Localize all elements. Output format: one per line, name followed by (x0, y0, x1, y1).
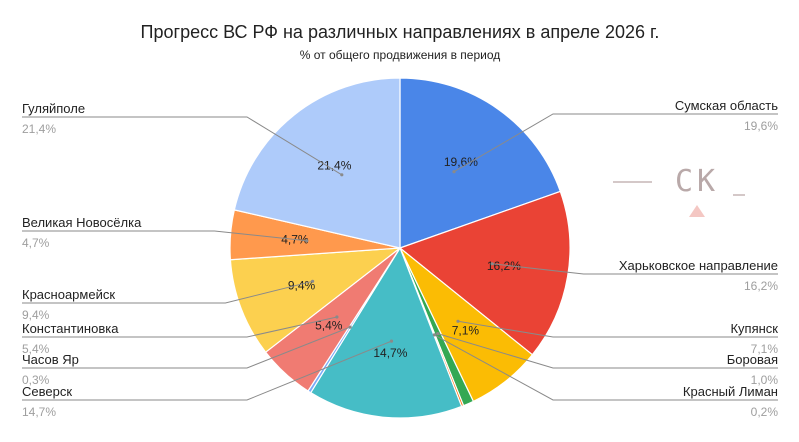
leader-dot-9 (305, 239, 309, 243)
slice-value-label-10: 21,4% (317, 159, 351, 173)
slice-value-label-1: 16,2% (487, 259, 521, 273)
leader-line-8 (22, 280, 313, 304)
chart-subtitle: % от общего продвижения в период (300, 48, 501, 62)
pie-slice-1 (398, 190, 571, 356)
outer-label-value-3: 1,0% (751, 373, 779, 387)
outer-label-name-10: Гуляйполе (22, 101, 85, 116)
pie-slice-5 (309, 246, 463, 419)
outer-label-name-0: Сумская область (675, 98, 778, 113)
outer-label-value-4: 0,2% (751, 405, 779, 419)
outer-label-value-5: 14,7% (22, 405, 56, 419)
outer-label-name-5: Северск (22, 384, 72, 399)
outer-label-name-1: Харьковское направление (619, 258, 778, 273)
outer-label-value-0: 19,6% (744, 119, 778, 133)
slice-value-label-2: 7,1% (452, 324, 480, 338)
leader-dot-3 (436, 332, 440, 336)
leader-line-3 (437, 333, 778, 369)
outer-label-name-8: Красноармейск (22, 287, 115, 302)
outer-label-value-8: 9,4% (22, 308, 50, 322)
slice-value-label-5: 14,7% (373, 346, 407, 360)
outer-label-name-9: Великая Новосёлка (22, 215, 142, 230)
leader-dot-10 (340, 173, 344, 177)
slice-value-label-0: 19,6% (444, 155, 478, 169)
leader-dot-5 (389, 339, 394, 343)
leader-line-0 (453, 113, 778, 173)
slice-value-label-7: 5,4% (315, 319, 343, 333)
leader-line-9 (22, 230, 307, 242)
leader-dot-4 (432, 333, 436, 337)
outer-label-name-4: Красный Лиман (683, 384, 778, 399)
outer-label-value-6: 0,3% (22, 373, 50, 387)
outer-label-name-6: Часов Яр (22, 352, 79, 367)
outer-label-name-7: Константиновка (22, 321, 119, 336)
leader-dot-2 (456, 319, 460, 323)
pie-slices (229, 77, 571, 419)
slice-value-labels: 19,6%16,2%7,1%14,7%5,4%9,4%4,7%21,4% (281, 155, 521, 360)
leader-dot-1 (490, 262, 494, 266)
outer-labels: Сумская область 19,6% Харьковское направле… (22, 98, 778, 419)
leader-line-4 (434, 334, 778, 401)
outer-label-value-9: 4,7% (22, 236, 50, 250)
pie-slice-8 (229, 247, 402, 354)
outer-label-name-2: Купянск (730, 321, 778, 336)
leader-dot-8 (311, 279, 315, 283)
leader-line-10 (22, 116, 343, 176)
outer-label-value-1: 16,2% (744, 279, 778, 293)
leader-dot-7 (335, 315, 339, 319)
outer-label-value-2: 7,1% (751, 342, 779, 356)
leader-lines (22, 113, 778, 401)
chart-title: Прогресс ВС РФ на различных направлениях… (141, 22, 660, 42)
leader-line-7 (22, 316, 338, 338)
leader-dot-6 (348, 325, 352, 329)
leader-dot-0 (452, 170, 456, 174)
leader-line-2 (457, 320, 778, 338)
pie-slice-10 (233, 77, 401, 249)
outer-label-name-3: Боровая (727, 352, 778, 367)
leader-line-5 (22, 340, 392, 401)
leader-line-1 (492, 263, 778, 275)
outer-label-value-7: 5,4% (22, 342, 50, 356)
watermark-text: СК (675, 164, 719, 199)
watermark-logo: СК (613, 164, 745, 217)
outer-label-value-10: 21,4% (22, 122, 56, 136)
leader-line-6 (22, 326, 351, 369)
